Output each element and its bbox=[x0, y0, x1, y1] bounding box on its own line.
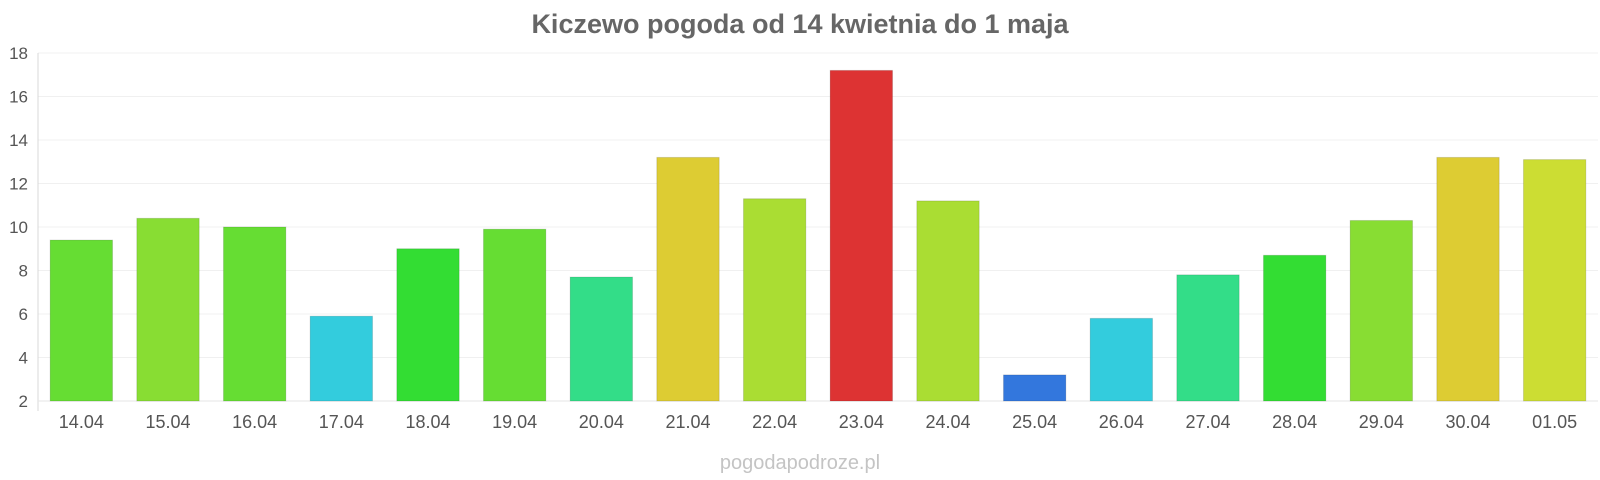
bar-16.04 bbox=[222, 226, 287, 402]
bar-19.04 bbox=[482, 228, 547, 402]
x-tick-label: 21.04 bbox=[665, 412, 710, 432]
bar-23.04 bbox=[829, 69, 894, 402]
axes bbox=[37, 53, 1598, 411]
x-tick-label: 30.04 bbox=[1445, 412, 1490, 432]
bar-01.05 bbox=[1522, 159, 1587, 402]
bar-25.04 bbox=[1002, 374, 1067, 402]
y-tick-label: 8 bbox=[19, 262, 28, 281]
x-tick-label: 15.04 bbox=[145, 412, 190, 432]
bar-21.04 bbox=[656, 156, 720, 402]
bar-20.04 bbox=[569, 276, 634, 402]
bar-22.04 bbox=[742, 198, 807, 402]
bar-30.04 bbox=[1436, 156, 1500, 402]
y-tick-label: 6 bbox=[19, 305, 28, 324]
x-tick-label: 29.04 bbox=[1359, 412, 1404, 432]
x-axis-ticks: 14.04 15.04 16.04 17.04 18.04 19.04 20.04 21.04… bbox=[59, 412, 1577, 432]
bar-18.04 bbox=[396, 248, 460, 402]
bar-28.04 bbox=[1262, 254, 1327, 402]
bar-27.04 bbox=[1176, 274, 1240, 402]
y-tick-label: 12 bbox=[9, 175, 28, 194]
bar-17.04 bbox=[309, 315, 374, 402]
x-tick-label: 14.04 bbox=[59, 412, 104, 432]
bar-26.04 bbox=[1089, 317, 1154, 402]
x-tick-label: 18.04 bbox=[405, 412, 450, 432]
bar-15.04 bbox=[136, 217, 200, 402]
x-tick-label: 28.04 bbox=[1272, 412, 1317, 432]
x-tick-label: 19.04 bbox=[492, 412, 537, 432]
x-tick-label: 22.04 bbox=[752, 412, 797, 432]
y-tick-label: 14 bbox=[9, 131, 28, 150]
x-tick-label: 25.04 bbox=[1012, 412, 1057, 432]
x-tick-label: 20.04 bbox=[579, 412, 624, 432]
bar-14.04 bbox=[49, 239, 114, 402]
y-axis-ticks: 2 4 6 8 10 12 14 16 18 bbox=[9, 44, 28, 411]
y-tick-label: 16 bbox=[9, 88, 28, 107]
y-tick-label: 10 bbox=[9, 218, 28, 237]
footer-watermark: pogodapodroze.pl bbox=[720, 452, 880, 474]
chart-title: Kiczewo pogoda od 14 kwietnia do 1 maja bbox=[531, 9, 1069, 39]
y-tick-label: 2 bbox=[19, 392, 28, 411]
x-tick-label: 26.04 bbox=[1099, 412, 1144, 432]
x-tick-label: 27.04 bbox=[1185, 412, 1230, 432]
bar-29.04 bbox=[1349, 219, 1414, 402]
bars bbox=[49, 69, 1587, 402]
y-tick-label: 18 bbox=[9, 44, 28, 63]
grid-lines bbox=[38, 52, 1598, 402]
x-tick-label: 16.04 bbox=[232, 412, 277, 432]
x-tick-label: 23.04 bbox=[839, 412, 884, 432]
x-tick-label: 17.04 bbox=[319, 412, 364, 432]
bar-24.04 bbox=[916, 200, 980, 402]
y-tick-label: 4 bbox=[19, 349, 28, 368]
x-tick-label: 01.05 bbox=[1532, 412, 1577, 432]
x-tick-label: 24.04 bbox=[925, 412, 970, 432]
